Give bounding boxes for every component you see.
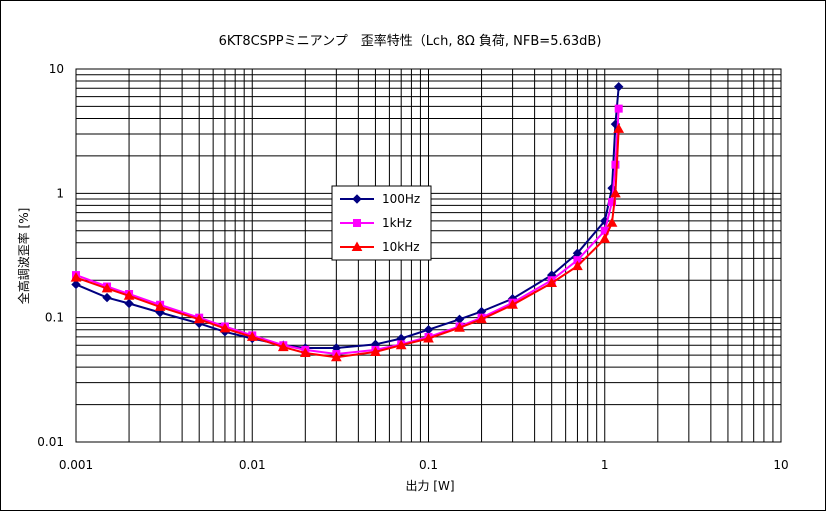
data-point — [613, 82, 624, 92]
data-point — [507, 299, 518, 309]
data-point — [572, 260, 583, 271]
data-point — [610, 187, 621, 198]
data-point — [614, 104, 623, 113]
data-point — [101, 282, 113, 293]
data-point — [546, 277, 558, 288]
data-point — [454, 322, 465, 332]
x-tick-label: 1 — [601, 458, 609, 472]
legend-marker — [352, 194, 362, 204]
y-tick-labels: 0.01 0.1 1 10 — [37, 62, 64, 449]
x-tick-label: 0.001 — [59, 458, 93, 472]
data-point — [71, 279, 81, 290]
plot-area-border — [75, 68, 782, 443]
chart-title: 6KT8CSPPミニアンプ 歪率特性（Lch, 8Ω 負荷, NFB=5.63d… — [219, 33, 602, 49]
legend-label: 1kHz — [382, 216, 412, 230]
data-point — [606, 217, 618, 227]
series-line — [75, 86, 620, 349]
data-point — [454, 314, 465, 325]
x-tick-label: 0.1 — [419, 458, 438, 472]
data-point — [423, 325, 434, 335]
legend-label: 100Hz — [382, 192, 420, 206]
x-axis-label: 出力 [W] — [405, 479, 454, 493]
y-tick-label: 0.1 — [45, 311, 64, 325]
legend-marker — [353, 219, 361, 227]
data-point — [246, 331, 258, 341]
data-point — [423, 332, 434, 343]
data-point — [70, 272, 82, 282]
data-point — [370, 346, 381, 356]
data-point — [219, 322, 231, 333]
y-tick-label: 1 — [56, 186, 64, 200]
y-tick-label: 0.01 — [37, 435, 64, 449]
legend: 100Hz 1kHz 10kHz — [331, 185, 432, 261]
data-point — [611, 160, 620, 169]
x-tick-labels: 0.001 0.01 0.1 1 10 — [59, 458, 789, 472]
series-line — [75, 108, 620, 356]
data-point — [608, 198, 617, 207]
x-tick-label: 0.01 — [239, 458, 266, 472]
x-tick-label: 10 — [773, 458, 788, 472]
data-point — [395, 339, 407, 350]
series-layer — [70, 82, 625, 362]
data-point — [102, 292, 112, 303]
y-axis-label: 全高調波歪率 [%] — [16, 208, 31, 305]
data-point — [476, 313, 487, 324]
y-tick-label: 10 — [49, 62, 64, 76]
data-point — [154, 301, 166, 311]
data-point — [123, 290, 135, 300]
data-point — [599, 233, 611, 243]
legend-entry: 100Hz — [340, 192, 420, 206]
legend-entry: 10kHz — [340, 240, 420, 254]
data-point — [124, 298, 134, 309]
legend-entry: 1kHz — [340, 216, 412, 230]
legend-marker — [351, 241, 363, 251]
data-point — [330, 351, 342, 362]
legend-label: 10kHz — [382, 240, 420, 254]
data-point — [193, 313, 205, 324]
series-10khz — [70, 123, 625, 362]
data-point — [299, 347, 311, 357]
data-point — [277, 341, 289, 352]
series-line — [75, 128, 620, 359]
data-point — [613, 123, 625, 133]
